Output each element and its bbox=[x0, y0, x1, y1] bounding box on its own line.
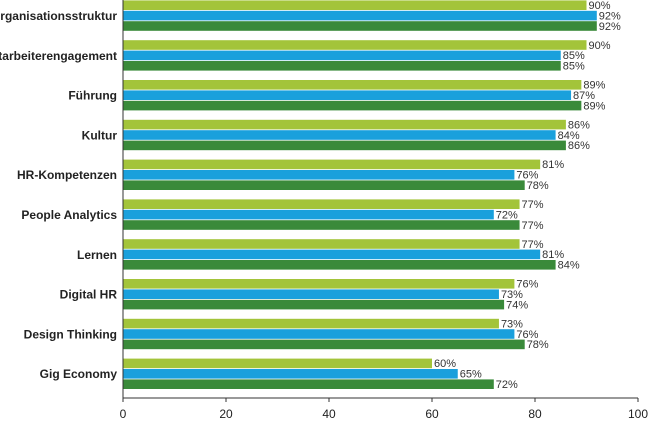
bar-lernen-series-2 bbox=[123, 249, 541, 260]
bar-f-hrung-series-3 bbox=[123, 100, 582, 111]
bar-people-analytics-series-3 bbox=[123, 220, 520, 230]
bar-design-thinking-series-3 bbox=[123, 339, 525, 350]
data-label-hr-kompetenzen-series-1: 81% bbox=[542, 159, 564, 171]
bar-lernen-series-3 bbox=[123, 260, 556, 270]
x-tick-label-40: 40 bbox=[322, 407, 336, 421]
bar-organisationsstruktur-series-3 bbox=[123, 21, 597, 31]
data-label-f-hrung-series-3: 89% bbox=[583, 100, 605, 112]
data-label-mitarbeiterengagement-series-3: 85% bbox=[563, 61, 585, 73]
data-label-design-thinking-series-1: 73% bbox=[501, 318, 523, 330]
bar-f-hrung-series-1 bbox=[123, 80, 582, 90]
x-axis-ticks: 0 20 40 60 80 100 bbox=[120, 398, 648, 421]
data-label-digital-hr-series-3: 74% bbox=[506, 299, 528, 311]
data-label-f-hrung-series-2: 87% bbox=[573, 90, 595, 102]
bar-gig-economy-series-2 bbox=[123, 369, 458, 379]
bar-people-analytics-series-1 bbox=[123, 199, 520, 209]
category-label-people-analytics: People Analytics bbox=[21, 208, 117, 222]
bar-mitarbeiterengagement-series-1 bbox=[123, 40, 587, 50]
data-label-lernen-series-3: 84% bbox=[558, 260, 580, 272]
category-label-hr-kompetenzen: HR-Kompetenzen bbox=[17, 168, 117, 182]
bar-digital-hr-series-1 bbox=[123, 279, 515, 289]
category-label-digital-hr: Digital HR bbox=[60, 288, 118, 302]
category-label-f-hrung: Führung bbox=[68, 89, 117, 103]
category-label-lernen: Lernen bbox=[77, 248, 117, 262]
bar-design-thinking-series-2 bbox=[123, 329, 515, 339]
bar-gig-economy-series-1 bbox=[123, 358, 432, 369]
bar-mitarbeiterengagement-series-2 bbox=[123, 50, 561, 61]
x-tick-label-60: 60 bbox=[425, 407, 439, 421]
labels-layer: Organisationsstruktur90%92%92%Mitarbeite… bbox=[0, 0, 621, 391]
bar-people-analytics-series-2 bbox=[123, 209, 494, 220]
bar-kultur-series-1 bbox=[123, 119, 566, 130]
bar-design-thinking-series-1 bbox=[123, 318, 499, 329]
data-label-people-analytics-series-3: 77% bbox=[522, 220, 544, 232]
data-label-design-thinking-series-2: 76% bbox=[516, 329, 538, 341]
bar-mitarbeiterengagement-series-3 bbox=[123, 61, 561, 71]
x-tick-label-80: 80 bbox=[528, 407, 542, 421]
data-label-organisationsstruktur-series-3: 92% bbox=[599, 21, 621, 33]
data-label-gig-economy-series-2: 65% bbox=[460, 369, 482, 381]
bar-organisationsstruktur-series-2 bbox=[123, 10, 597, 21]
data-label-f-hrung-series-1: 89% bbox=[583, 80, 605, 92]
x-tick-label-20: 20 bbox=[219, 407, 233, 421]
data-label-hr-kompetenzen-series-3: 78% bbox=[527, 180, 549, 192]
bars-layer bbox=[123, 0, 597, 389]
bar-organisationsstruktur-series-1 bbox=[123, 0, 587, 11]
data-label-people-analytics-series-2: 72% bbox=[496, 209, 518, 221]
data-label-kultur-series-3: 86% bbox=[568, 140, 590, 152]
category-label-design-thinking: Design Thinking bbox=[24, 327, 117, 341]
category-label-mitarbeiterengagement: Mitarbeiterengagement bbox=[0, 49, 117, 63]
data-label-lernen-series-1: 77% bbox=[522, 239, 544, 251]
data-label-mitarbeiterengagement-series-2: 85% bbox=[563, 50, 585, 62]
data-label-digital-hr-series-1: 76% bbox=[516, 279, 538, 291]
bar-digital-hr-series-3 bbox=[123, 299, 505, 310]
data-label-hr-kompetenzen-series-2: 76% bbox=[516, 170, 538, 182]
data-label-organisationsstruktur-series-2: 92% bbox=[599, 10, 621, 22]
data-label-gig-economy-series-3: 72% bbox=[496, 379, 518, 391]
bar-hr-kompetenzen-series-2 bbox=[123, 170, 515, 180]
data-label-design-thinking-series-3: 78% bbox=[527, 339, 549, 351]
bar-hr-kompetenzen-series-1 bbox=[123, 159, 541, 170]
data-label-kultur-series-2: 84% bbox=[558, 130, 580, 142]
bar-f-hrung-series-2 bbox=[123, 90, 572, 100]
bar-digital-hr-series-2 bbox=[123, 289, 499, 299]
data-label-organisationsstruktur-series-1: 90% bbox=[589, 0, 611, 12]
category-label-gig-economy: Gig Economy bbox=[40, 367, 118, 381]
category-label-organisationsstruktur: Organisationsstruktur bbox=[0, 9, 117, 23]
data-label-lernen-series-2: 81% bbox=[542, 249, 564, 261]
bar-kultur-series-3 bbox=[123, 140, 566, 151]
x-tick-label-100: 100 bbox=[628, 407, 648, 421]
bar-hr-kompetenzen-series-3 bbox=[123, 180, 525, 190]
data-label-people-analytics-series-1: 77% bbox=[522, 199, 544, 211]
data-label-gig-economy-series-1: 60% bbox=[434, 358, 456, 370]
category-label-kultur: Kultur bbox=[82, 128, 118, 142]
data-label-mitarbeiterengagement-series-1: 90% bbox=[589, 40, 611, 52]
bar-lernen-series-1 bbox=[123, 239, 520, 249]
bar-gig-economy-series-3 bbox=[123, 379, 494, 389]
data-label-kultur-series-1: 86% bbox=[568, 119, 590, 131]
x-tick-label-0: 0 bbox=[120, 407, 127, 421]
data-label-digital-hr-series-2: 73% bbox=[501, 289, 523, 301]
bar-kultur-series-2 bbox=[123, 130, 556, 140]
